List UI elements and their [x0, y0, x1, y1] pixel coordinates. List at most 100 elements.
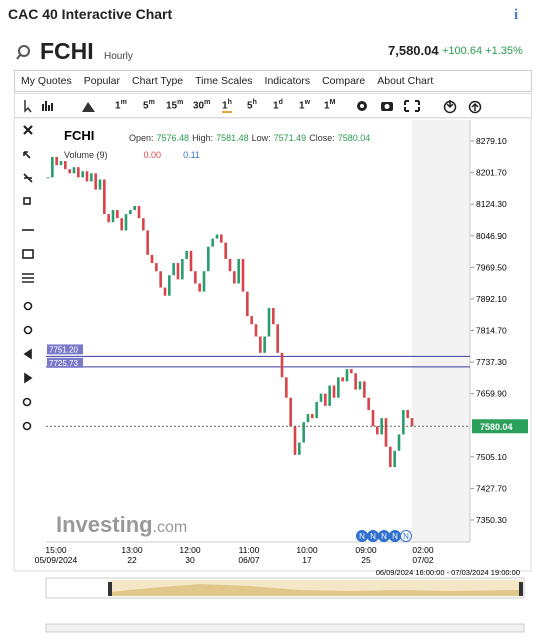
candle [289, 397, 292, 427]
candle [263, 336, 266, 353]
x-tick-time: 10:00 [296, 545, 318, 555]
timeframe-number: 5 [247, 100, 253, 112]
candle [298, 442, 301, 455]
candle [94, 173, 97, 190]
candle [202, 271, 206, 292]
legend-high-label: High: [192, 133, 213, 143]
candle [194, 271, 197, 284]
candle [159, 271, 162, 288]
legend-low: 7571.49 [274, 133, 307, 143]
volume-legend: Volume (9) 0.00 0.11 [64, 150, 200, 160]
search-icon[interactable] [16, 44, 34, 62]
candle [163, 287, 167, 296]
last-price: 7,580.04 [388, 43, 439, 58]
news-marker-label: N [403, 532, 409, 541]
candle [350, 369, 353, 374]
y-tick-label: 7969.50 [476, 262, 507, 272]
timeframe-unit-wrap: h [253, 99, 257, 106]
timeframe-unit-wrap: m [149, 99, 155, 106]
x-tick-date: 25 [361, 555, 371, 565]
navigator-area [110, 584, 520, 596]
legend-close: 7580.04 [338, 133, 371, 143]
candle [189, 250, 193, 272]
menu-bar: My Quotes Popular Chart Type Time Scales Ind… [14, 70, 532, 92]
timeframe-unit: m [148, 99, 155, 106]
x-tick-date: 22 [127, 555, 137, 565]
current-label: 7580.04 [480, 422, 513, 432]
x-tick-date: 06/07 [238, 555, 260, 565]
timeframe-number: 30 [193, 100, 205, 112]
left-toolbar[interactable] [22, 125, 34, 431]
y-tick-label: 8201.70 [476, 168, 507, 178]
x-tick-time: 15:00 [45, 545, 67, 555]
info-button[interactable]: i [514, 7, 519, 23]
candle [198, 283, 201, 292]
scrollbar[interactable] [45, 623, 525, 633]
menu-item[interactable]: My Quotes [21, 75, 72, 87]
candle [111, 210, 115, 223]
volume-b: 0.11 [183, 150, 200, 160]
news-marker-label: N [381, 532, 387, 541]
candle [393, 450, 396, 468]
action-icons[interactable] [353, 97, 513, 115]
y-tick-label: 7814.70 [476, 326, 507, 336]
menu-item[interactable]: Chart Type [131, 75, 184, 87]
timeframe-number: 1 [324, 100, 330, 112]
timeframe-button[interactable]: 1d [273, 99, 283, 111]
timeframe-button[interactable]: 1M [324, 99, 335, 111]
timeframe-button[interactable]: 5m [143, 99, 155, 111]
chart-frame [13, 117, 532, 572]
interval: Hourly [104, 51, 133, 62]
candle [59, 161, 63, 166]
news-marker-label: N [392, 532, 398, 541]
timeframe-number: 15 [166, 100, 178, 112]
menu-item[interactable]: Indicators [264, 75, 311, 87]
x-tick-time: 11:00 [239, 545, 260, 555]
timeframe-unit-wrap: m [204, 99, 210, 106]
pointer-tools[interactable] [19, 98, 59, 114]
candle [276, 324, 279, 353]
change-abs: +100.64 [442, 45, 483, 57]
candle [354, 373, 357, 390]
timeframe-button[interactable]: 5h [247, 99, 257, 111]
timeframe-button[interactable]: 1m [115, 99, 127, 111]
legend-high: 7581.48 [216, 133, 249, 143]
candle [211, 238, 214, 247]
watermark-brand: Investing [56, 512, 153, 537]
candle [402, 409, 405, 435]
timeframe-number: 1 [115, 100, 121, 112]
y-tick-label: 8046.90 [476, 231, 507, 241]
timeframe-button[interactable]: 1w [299, 99, 310, 111]
news-marker-label: N [370, 532, 376, 541]
candle [380, 418, 383, 435]
area-icon[interactable] [81, 98, 97, 114]
watermark-domain: .com [153, 519, 188, 536]
menu-item[interactable]: About Chart [377, 75, 434, 87]
candle [116, 210, 119, 219]
navigator-handle[interactable] [108, 582, 112, 596]
candle [181, 258, 184, 280]
candle [363, 381, 366, 398]
menu-item[interactable]: Time Scales [195, 75, 253, 87]
candle [384, 418, 388, 447]
timeframe-button[interactable]: 15m [166, 99, 183, 111]
candle [250, 316, 253, 325]
ohlc-legend: Open: 7576.48 High: 7581.48 Low: 7571.49 Close… [129, 133, 370, 143]
candle [259, 336, 262, 353]
timeframe-button[interactable]: 1h [222, 99, 232, 114]
navigator-handle[interactable] [519, 582, 523, 596]
y-tick-label: 8279.10 [476, 136, 507, 146]
candle [85, 171, 89, 182]
legend-open-label: Open: [129, 133, 154, 143]
x-tick-time: 02:00 [412, 545, 434, 555]
news-marker[interactable] [400, 530, 412, 542]
candle [367, 397, 370, 410]
menu-item[interactable]: Popular [83, 75, 120, 87]
menu-item[interactable]: Compare [322, 75, 366, 87]
symbol: FCHI [40, 38, 94, 64]
candle [302, 422, 305, 443]
candle [254, 324, 258, 337]
candle [328, 385, 331, 406]
timeframe-button[interactable]: 30m [193, 99, 210, 111]
